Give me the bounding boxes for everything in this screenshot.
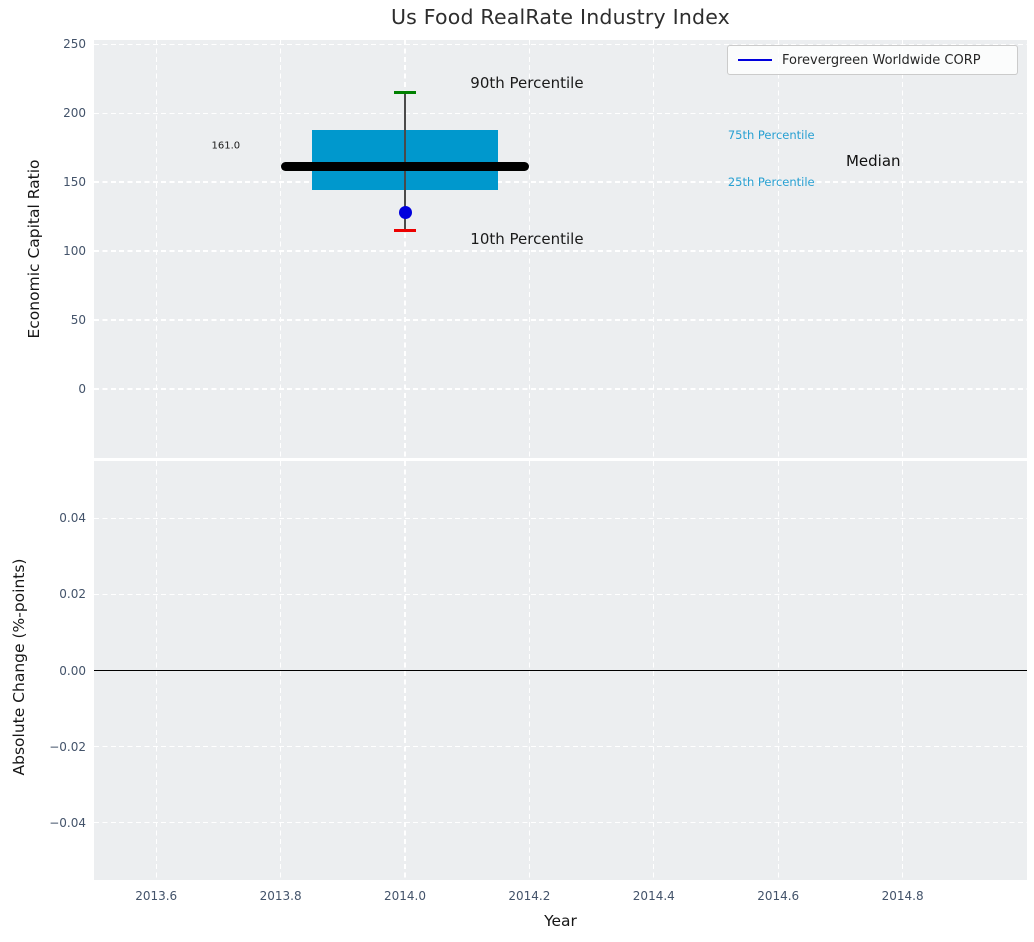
chart-title: Us Food RealRate Industry Index [390, 5, 731, 29]
y-tick-label: 200 [63, 106, 86, 121]
gridline [94, 746, 1027, 748]
gridline [280, 40, 282, 458]
y-tick-label: 100 [63, 244, 86, 259]
x-tick-label: 2013.6 [135, 889, 178, 903]
y-tick-label: 50 [70, 313, 86, 328]
legend-line-swatch [738, 58, 772, 62]
p90-cap [394, 90, 416, 95]
annotation-161-0: 161.0 [211, 140, 241, 152]
company-dot [398, 205, 412, 219]
whisker [404, 92, 406, 231]
gridline [528, 40, 530, 458]
annotation-75th-percentile: 75th Percentile [727, 128, 815, 143]
gridline [94, 43, 1027, 45]
gridline [155, 40, 157, 458]
y-tick-label: 0.02 [59, 587, 86, 602]
gridline [94, 112, 1027, 114]
median-line [280, 162, 530, 172]
annotation-90th-percentile: 90th Percentile [470, 73, 584, 92]
legend-label: Forevergreen Worldwide CORP [782, 52, 981, 68]
gridline [94, 517, 1027, 519]
annotation-10th-percentile: 10th Percentile [470, 229, 584, 248]
gridline [902, 40, 904, 458]
gridline [94, 319, 1027, 321]
y-tick-label: 250 [63, 37, 86, 52]
x-tick-label: 2014.6 [757, 889, 800, 903]
x-tick-label: 2014.2 [508, 889, 551, 903]
x-tick-label: 2013.8 [259, 889, 302, 903]
y-tick-label: 0.04 [59, 511, 86, 526]
y-tick-label: 0.00 [59, 663, 86, 678]
p10-cap [394, 228, 416, 233]
gridline [94, 181, 1027, 183]
gridline [653, 40, 655, 458]
gridline [94, 822, 1027, 824]
gridline [777, 40, 779, 458]
gridline [94, 593, 1027, 595]
zero-line [94, 669, 1027, 672]
y-tick-label: 0 [78, 382, 86, 397]
gridline [94, 388, 1027, 390]
x-tick-label: 2014.8 [881, 889, 924, 903]
x-tick-label: 2014.4 [632, 889, 675, 903]
y-tick-label: −0.04 [49, 815, 86, 830]
y-tick-label: 150 [63, 175, 86, 190]
top-plot-area: 90th Percentile 10th Percentile 161.0 75th … [94, 40, 1027, 458]
gridline [94, 250, 1027, 252]
annotation-25th-percentile: 25th Percentile [727, 175, 815, 190]
bottom-plot-area [94, 461, 1027, 880]
annotation-median: Median [845, 152, 901, 171]
x-axis-label: Year [544, 912, 577, 930]
gridline [404, 40, 406, 458]
legend: Forevergreen Worldwide CORP [727, 45, 1018, 75]
y-tick-label: −0.02 [49, 739, 86, 754]
x-tick-label: 2014.0 [384, 889, 426, 903]
